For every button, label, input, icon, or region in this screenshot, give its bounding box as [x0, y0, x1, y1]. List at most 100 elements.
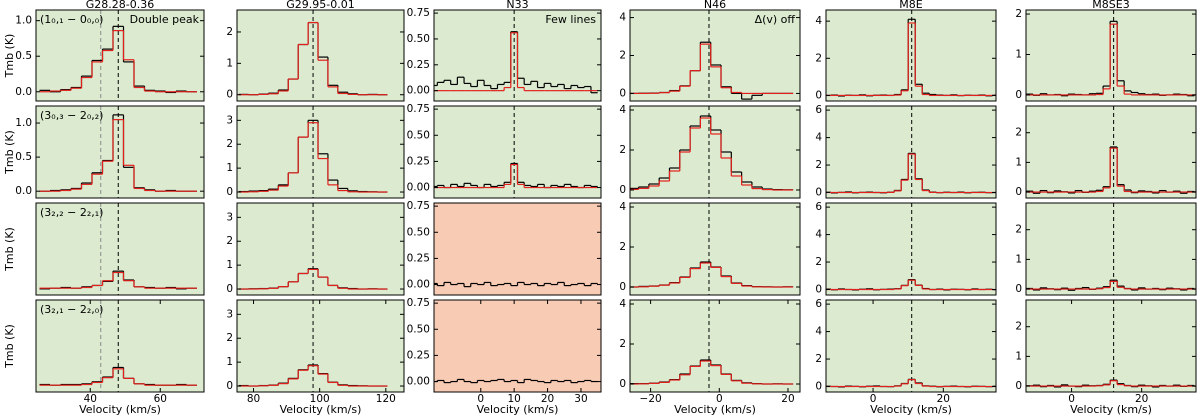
step-riser — [1095, 148, 1132, 193]
y-tick-label: 2 — [226, 235, 233, 247]
panel: 0 1 2 3 80 100 120 Velocity (km/s) — [226, 299, 405, 416]
x-tick-label: 20 — [781, 393, 794, 405]
y-tick-label: 0.50 — [407, 226, 430, 238]
y-tick-label: 1.0 — [15, 15, 32, 27]
panel-background — [434, 300, 601, 392]
x-axis-label: Velocity (km/s) — [674, 403, 756, 416]
axes-frame — [35, 202, 205, 296]
step-riser — [257, 269, 349, 290]
panel: 0 2 4 −20 0 20 Velocity (km/s) — [619, 298, 801, 416]
x-tick-label: 100 — [310, 393, 330, 405]
y-tick-label: 0 — [1015, 186, 1022, 198]
y-tick-label: 4 — [815, 132, 822, 144]
step-riser — [503, 32, 525, 91]
y-tick-label: 2 — [226, 138, 233, 150]
panel-background — [237, 106, 404, 198]
y-tick-label: 6 — [815, 201, 822, 213]
plot-area — [238, 203, 388, 295]
x-tick-label: 20 — [937, 393, 950, 405]
axes-frame — [1025, 299, 1197, 393]
y-tick-label: 0.50 — [407, 129, 430, 141]
panel: 0.0 0.5 1.0 G28.28-0.36 Tmb (K) (1₀,₁ − 0₀,₀)… — [3, 0, 205, 102]
y-tick-label: 4 — [619, 298, 626, 310]
y-tick-label: 1 — [1015, 253, 1022, 265]
y-tick-label: 1.0 — [15, 117, 32, 129]
panel: 0.00 0.25 0.50 0.75 — [407, 200, 602, 296]
panel-title: M8E — [899, 0, 922, 11]
step-riser — [436, 31, 592, 93]
y-tick-label: 4 — [815, 15, 822, 27]
panel-background — [434, 203, 601, 295]
step-riser — [637, 361, 763, 384]
axes-frame — [825, 202, 997, 296]
step-riser — [257, 22, 359, 95]
y-tick-label: 0.0 — [15, 86, 32, 98]
axes-frame — [825, 9, 997, 102]
axes-frame — [629, 105, 801, 199]
axes-frame — [35, 299, 205, 393]
y-tick-label: 3 — [226, 211, 233, 223]
plot-area — [434, 378, 598, 384]
y-tick-label: 1 — [226, 57, 233, 69]
plot-area — [238, 300, 388, 392]
plot-area — [238, 10, 388, 101]
y-tick-label: 4 — [619, 12, 626, 24]
panel-background — [630, 106, 800, 198]
panel-background — [237, 300, 404, 392]
panel-background — [630, 203, 800, 295]
y-axis-label: Tmb (K) — [3, 130, 16, 175]
panel-annotation: Δ(v) off — [755, 13, 796, 26]
x-tick-label: 80 — [247, 393, 260, 405]
panel: 0 2 4 N46 Δ(v) off — [619, 0, 801, 102]
y-tick-label: 0.00 — [407, 279, 430, 291]
panel-background — [237, 10, 404, 101]
step-riser — [648, 44, 743, 94]
step-riser — [80, 272, 146, 289]
y-tick-label: 0.75 — [407, 7, 430, 19]
panel-background — [36, 10, 204, 101]
x-axis-label: Velocity (km/s) — [870, 403, 952, 416]
panel-annotation: Double peak — [130, 13, 200, 26]
y-axis-label: Tmb (K) — [3, 227, 16, 272]
axes-frame — [35, 9, 205, 102]
y-tick-label: 2 — [815, 256, 822, 268]
y-tick-label: 0 — [815, 89, 822, 101]
step-riser — [1095, 281, 1132, 290]
panel-annotation: Few lines — [545, 13, 596, 26]
step-riser — [893, 280, 930, 290]
panel: 0 1 2 — [1015, 105, 1197, 199]
x-tick-label: 0 — [1068, 393, 1075, 405]
x-axis-label: Velocity (km/s) — [79, 403, 161, 416]
plot-area — [39, 106, 197, 198]
y-tick-label: 0 — [619, 378, 626, 390]
y-tick-label: 0.0 — [15, 185, 32, 197]
y-tick-label: 0.00 — [407, 182, 430, 194]
x-axis-label: Velocity (km/s) — [280, 403, 362, 416]
axes-frame — [433, 105, 602, 199]
x-tick-label: 20 — [541, 393, 554, 405]
panel-background — [1026, 10, 1196, 101]
plot-area — [630, 300, 794, 392]
x-tick-label: 60 — [154, 393, 167, 405]
step-riser — [893, 379, 930, 387]
plot-area — [1026, 106, 1196, 198]
axes-frame — [1025, 9, 1197, 102]
plot-area — [630, 106, 794, 198]
y-tick-label: 0 — [1015, 283, 1022, 295]
x-tick-label: 40 — [84, 393, 97, 405]
y-tick-label: 0 — [226, 186, 233, 198]
y-tick-label: 0 — [226, 89, 233, 101]
panel: 0 2 4 — [619, 201, 801, 296]
y-tick-label: 1 — [1015, 156, 1022, 168]
y-tick-label: 0 — [815, 284, 822, 296]
step-riser — [436, 379, 592, 383]
plot-area — [39, 10, 197, 101]
y-tick-label: 0 — [1015, 89, 1022, 101]
y-tick-label: 2 — [619, 144, 626, 156]
y-tick-label: 0.5 — [15, 50, 32, 62]
plot-area — [238, 106, 388, 198]
panel: 0 1 2 G29.95-0.01 — [226, 0, 405, 102]
